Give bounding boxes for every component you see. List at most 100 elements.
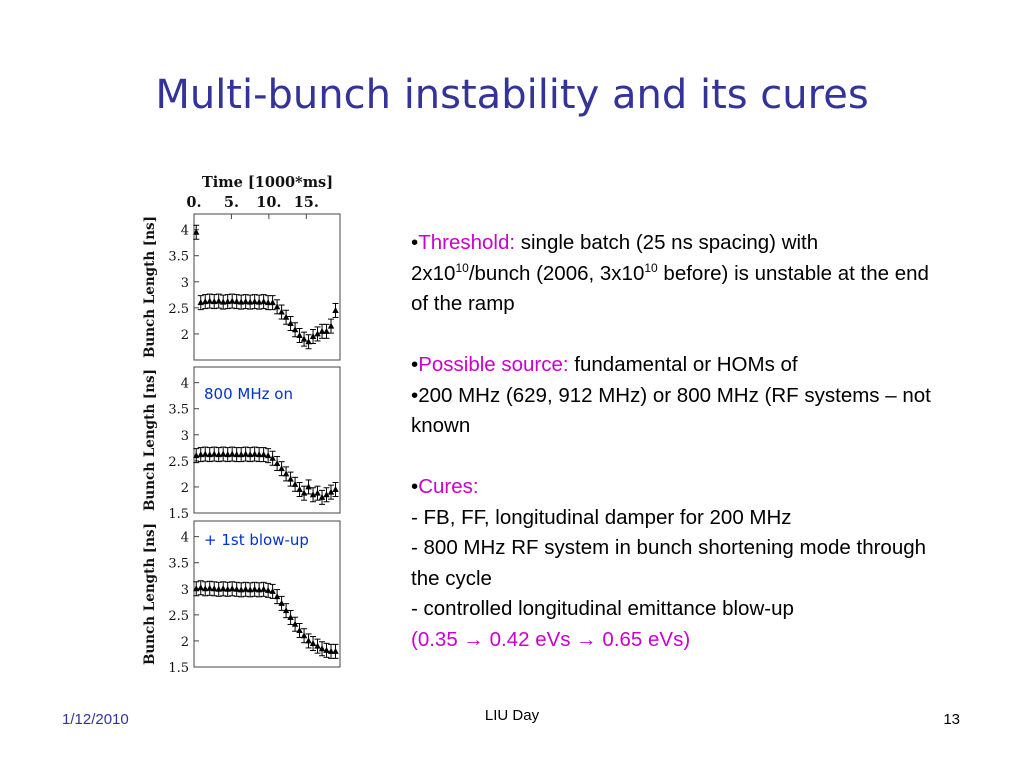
- y-tick-label: 4: [181, 224, 189, 239]
- y-tick-label: 2.5: [168, 302, 189, 317]
- data-point: [246, 298, 254, 305]
- plot-annotation: + 1st blow-up: [204, 531, 309, 549]
- threshold-paragraph: •Threshold: single batch (25 ns spacing)…: [411, 231, 929, 316]
- plot-annotation: 800 MHz on: [204, 385, 293, 403]
- data-point: [255, 298, 263, 305]
- y-tick-label: 4: [181, 377, 189, 392]
- data-point: [211, 585, 218, 592]
- source-line-2-text: 200 MHz (629, 912 MHz) or 800 MHz (RF sy…: [411, 383, 931, 438]
- y-tick-label: 4: [181, 531, 189, 546]
- data-point: [211, 450, 218, 457]
- data-point: [323, 491, 330, 498]
- data-point: [251, 450, 258, 457]
- data-point: [206, 297, 213, 304]
- data-point: [237, 451, 245, 458]
- data-point: [269, 587, 276, 594]
- data-point: [251, 585, 258, 592]
- bunch-length-plots: 4 3.5 3 2.5 2 Bunch Length [ns] Time [1000*ms]…: [142, 174, 341, 676]
- footer-center: LIU Day: [484, 707, 540, 724]
- data-point: [278, 308, 285, 315]
- data-point: [220, 298, 227, 305]
- threshold-text-1: single batch (25 ns spacing) with 2x10: [411, 231, 819, 285]
- data-point: [260, 298, 267, 305]
- y-axis-label: Bunch Length [ns]: [142, 216, 158, 358]
- y-tick-label: 2.5: [168, 455, 189, 470]
- top-axis-label: Time [1000*ms]: [202, 174, 333, 191]
- data-point: [332, 647, 339, 654]
- data-point: [224, 451, 231, 458]
- data-point: [314, 489, 321, 496]
- threshold-label: Threshold:: [418, 231, 516, 254]
- top-tick-label: 15.: [294, 194, 319, 211]
- data-point: [242, 585, 249, 592]
- threshold-text-3: before) is unstable at the end of the ra…: [411, 261, 929, 316]
- y-tick-label: 3: [181, 583, 189, 598]
- data-point: [314, 642, 321, 649]
- data-point: [233, 451, 240, 458]
- y-tick-label: 2.5: [168, 609, 189, 624]
- data-point: [300, 632, 308, 639]
- top-tick-label: 10.: [256, 194, 281, 211]
- top-tick-label: 0.: [186, 194, 201, 211]
- cures-heading: •Cures:: [411, 475, 479, 498]
- data-point: [318, 493, 326, 500]
- data-point: [296, 331, 303, 338]
- data-point: [202, 450, 209, 457]
- y-tick-label: 1.5: [168, 661, 189, 676]
- data-point: [278, 599, 285, 606]
- data-point: [273, 459, 281, 466]
- data-point: [206, 451, 213, 458]
- data-point: [273, 303, 281, 310]
- data-point: [287, 613, 294, 620]
- data-point: [291, 326, 299, 333]
- page-number: 13: [943, 711, 960, 728]
- y-axis-label: Bunch Length [ns]: [142, 369, 158, 511]
- source-paragraph: •Possible source: fundamental or HOMs of: [411, 353, 798, 376]
- data-point: [246, 586, 254, 593]
- y-tick-label: 3: [181, 276, 189, 291]
- data-point: [327, 647, 335, 654]
- data-point: [211, 298, 218, 305]
- data-point: [197, 299, 204, 306]
- cure-item-2: - 800 MHz RF system in bunch shortening …: [411, 536, 927, 590]
- cure-item-4: (0.35 → 0.42 eVs → 0.65 eVs): [411, 627, 691, 651]
- data-point: [251, 298, 258, 305]
- y-tick-label: 1.5: [168, 507, 189, 522]
- cures-label: Cures:: [418, 475, 479, 498]
- y-axis-label: Bunch Length [ns]: [142, 523, 158, 665]
- cure-item-3: - controlled longitudinal emittance blow…: [411, 597, 794, 620]
- data-point: [233, 585, 240, 592]
- data-point: [318, 327, 326, 334]
- data-point: [318, 645, 326, 652]
- data-point: [273, 593, 281, 600]
- data-point: [264, 586, 272, 593]
- data-point: [282, 470, 290, 477]
- data-point: [323, 327, 330, 334]
- data-point: [332, 306, 339, 313]
- source-line-2: •200 MHz (629, 912 MHz) or 800 MHz (RF s…: [411, 383, 931, 438]
- data-point: [228, 450, 236, 457]
- data-point: [242, 450, 249, 457]
- data-point: [332, 486, 339, 493]
- plot-frame-1: [193, 213, 341, 361]
- data-point: [264, 299, 272, 306]
- data-point: [278, 465, 285, 472]
- data-point: [291, 480, 299, 487]
- data-point: [233, 298, 240, 305]
- y-tick-label: 2: [181, 328, 189, 343]
- data-point: [327, 488, 335, 495]
- data-point: [215, 297, 222, 304]
- data-point: [282, 607, 290, 614]
- data-point: [237, 586, 245, 593]
- slide-title: Multi-bunch instability and its cures: [155, 72, 869, 118]
- data-point: [224, 585, 231, 592]
- data-point: [224, 298, 231, 305]
- data-point: [202, 585, 209, 592]
- data-point: [309, 491, 317, 498]
- data-point: [228, 585, 236, 592]
- data-point: [206, 584, 213, 591]
- data-point: [323, 646, 330, 653]
- data-point: [220, 450, 227, 457]
- cure-item-1: - FB, FF, longitudinal damper for 200 MH…: [411, 505, 792, 529]
- data-point: [269, 454, 276, 461]
